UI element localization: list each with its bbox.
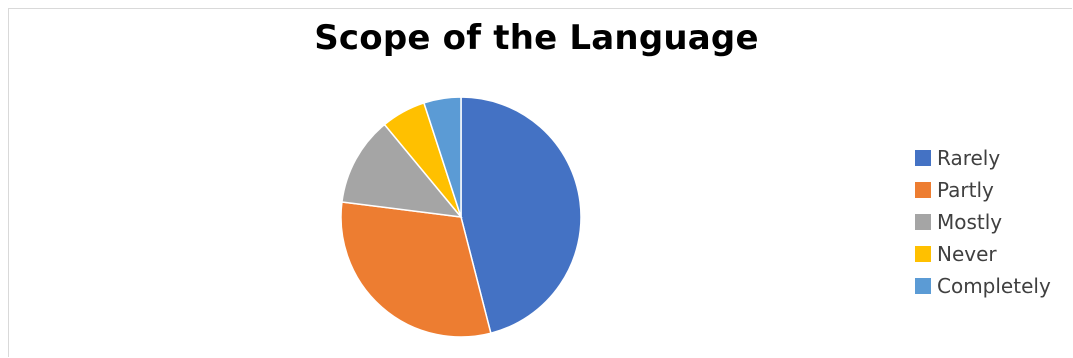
legend-label: Partly bbox=[937, 178, 994, 202]
chart-title: Scope of the Language bbox=[314, 18, 759, 58]
pie-slice-mostly bbox=[341, 123, 463, 218]
legend-item-rarely: Rarely bbox=[915, 142, 1065, 174]
pie-slice-rarely bbox=[460, 96, 582, 335]
legend-label: Mostly bbox=[937, 210, 1003, 234]
legend-swatch bbox=[915, 150, 931, 166]
legend: Rarely Partly Mostly Never Completely bbox=[915, 142, 1065, 302]
legend-swatch bbox=[915, 246, 931, 262]
pie-slice-partly bbox=[340, 201, 492, 338]
legend-item-completely: Completely bbox=[915, 270, 1065, 302]
legend-label: Completely bbox=[937, 274, 1051, 298]
legend-label: Rarely bbox=[937, 146, 1001, 170]
legend-item-partly: Partly bbox=[915, 174, 1065, 206]
legend-item-never: Never bbox=[915, 238, 1065, 270]
legend-swatch bbox=[915, 278, 931, 294]
pie-slices bbox=[340, 96, 582, 338]
legend-label: Never bbox=[937, 242, 997, 266]
legend-item-mostly: Mostly bbox=[915, 206, 1065, 238]
legend-swatch bbox=[915, 214, 931, 230]
pie-slice-completely bbox=[422, 96, 462, 218]
legend-swatch bbox=[915, 182, 931, 198]
